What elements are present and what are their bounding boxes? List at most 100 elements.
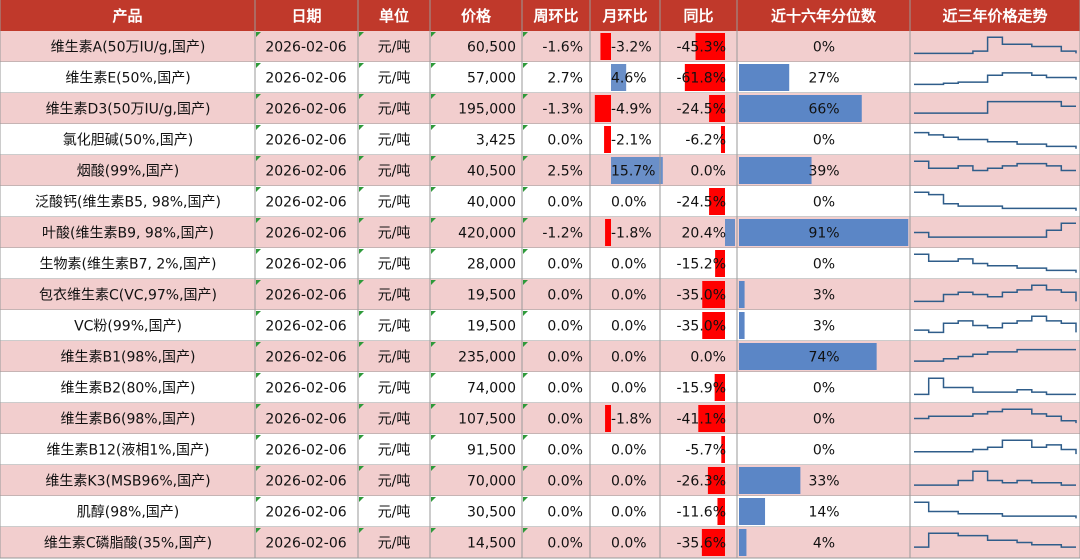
cell-text: 维生素K3(MSB96%,国产) [45, 474, 210, 490]
cell-text: 元/吨 [378, 102, 411, 118]
cell-text: -11.6% [676, 505, 726, 521]
cell-text: 14% [808, 505, 839, 521]
header-cell: 月环比 [601, 7, 647, 25]
cell-text: 元/吨 [378, 319, 411, 335]
cell-text: 氯化胆碱(50%,国产) [63, 133, 194, 149]
cell-text: -1.8% [611, 226, 652, 242]
mom-bar [611, 157, 663, 184]
cell-flag [256, 497, 261, 502]
row-bg [0, 31, 1080, 62]
mom-bar [600, 33, 611, 60]
cell-text: 2026-02-06 [265, 443, 346, 459]
cell-flag [431, 404, 436, 409]
cell-flag [359, 94, 364, 99]
cell-text: 0% [813, 381, 835, 397]
cell-text: 元/吨 [378, 443, 411, 459]
header-cell: 单位 [379, 7, 409, 25]
cell-flag [256, 218, 261, 223]
cell-text: 维生素C磷脂酸(35%,国产) [44, 536, 212, 552]
cell-text: -6.2% [685, 133, 726, 149]
cell-text: 30,500 [467, 505, 516, 521]
cell-flag [359, 342, 364, 347]
cell-text: -4.9% [611, 102, 652, 118]
cell-flag [523, 218, 528, 223]
cell-flag [431, 311, 436, 316]
cell-text: -2.1% [611, 133, 652, 149]
cell-flag [523, 156, 528, 161]
cell-flag [256, 280, 261, 285]
cell-flag [431, 466, 436, 471]
row-bg [0, 93, 1080, 124]
cell-flag [359, 373, 364, 378]
cell-flag [256, 32, 261, 37]
percentile-bar [739, 498, 766, 525]
cell-text: 14,500 [467, 536, 516, 552]
row-bg [0, 62, 1080, 93]
cell-flag [359, 156, 364, 161]
cell-text: 元/吨 [378, 474, 411, 490]
cell-text: -1.3% [542, 102, 583, 118]
cell-text: 叶酸(维生素B9, 98%,国产) [42, 226, 214, 242]
cell-text: 0.0% [547, 474, 583, 490]
cell-text: -61.8% [676, 71, 726, 87]
cell-text: -24.5% [676, 195, 726, 211]
cell-text: 20.4% [682, 226, 726, 242]
cell-text: 2026-02-06 [265, 102, 346, 118]
cell-text: 0.0% [547, 443, 583, 459]
cell-flag [431, 32, 436, 37]
mom-bar [605, 405, 611, 432]
cell-text: 生物素(维生素B7, 2%,国产) [40, 257, 217, 273]
cell-text: 60,500 [467, 40, 516, 56]
cell-flag [359, 528, 364, 533]
cell-flag [256, 311, 261, 316]
cell-text: -5.7% [685, 443, 726, 459]
trend-line [914, 501, 1077, 519]
cell-flag [431, 497, 436, 502]
cell-text: 0.0% [547, 319, 583, 335]
cell-text: 57,000 [467, 71, 516, 87]
cell-text: 3,425 [476, 133, 516, 149]
cell-flag [359, 218, 364, 223]
trend-line [914, 253, 1077, 273]
cell-flag [523, 280, 528, 285]
cell-text: 0.0% [547, 195, 583, 211]
percentile-bar [739, 281, 745, 308]
cell-text: 元/吨 [378, 505, 411, 521]
cell-text: 元/吨 [378, 71, 411, 87]
cell-flag [431, 63, 436, 68]
cell-flag [431, 249, 436, 254]
cell-flag [523, 32, 528, 37]
header-bg [0, 0, 1080, 31]
cell-text: 元/吨 [378, 164, 411, 180]
cell-text: -15.9% [676, 381, 726, 397]
cell-text: 维生素B2(80%,国产) [60, 381, 195, 397]
trend-line [914, 191, 1077, 211]
cell-text: 2026-02-06 [265, 226, 346, 242]
header-cell: 价格 [461, 7, 492, 25]
cell-text: 0.0% [611, 288, 647, 304]
cell-text: 0.0% [611, 443, 647, 459]
cell-flag [359, 125, 364, 130]
cell-flag [523, 94, 528, 99]
row-bg [0, 434, 1080, 465]
cell-text: 2026-02-06 [265, 288, 346, 304]
cell-flag [256, 435, 261, 440]
cell-text: 2026-02-06 [265, 195, 346, 211]
trend-line [914, 131, 1077, 149]
cell-flag [256, 342, 261, 347]
header-cell: 同比 [683, 7, 713, 25]
cell-flag [256, 404, 261, 409]
cell-flag [256, 187, 261, 192]
cell-text: 0% [813, 412, 835, 428]
cell-flag [523, 187, 528, 192]
yoy-bar [725, 219, 735, 246]
cell-flag [359, 187, 364, 192]
cell-text: -3.2% [611, 40, 652, 56]
cell-text: 2026-02-06 [265, 40, 346, 56]
cell-text: 74,000 [467, 381, 516, 397]
cell-text: 40,000 [467, 195, 516, 211]
cell-text: 维生素A(50万IU/g,国产) [51, 40, 206, 56]
header-cell: 产品 [112, 7, 142, 25]
cell-text: -41.1% [676, 412, 726, 428]
percentile-bar [739, 95, 862, 122]
